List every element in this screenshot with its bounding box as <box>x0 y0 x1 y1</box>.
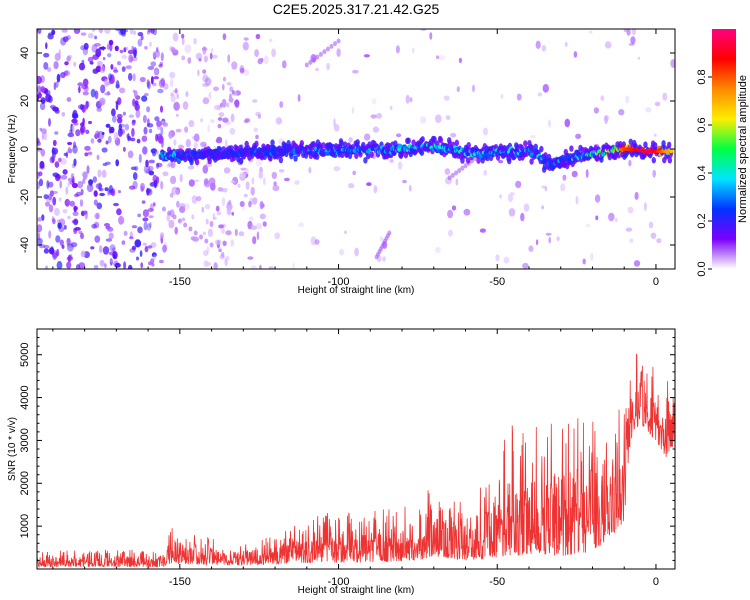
colorbar-label: Normalized spectral amplitude <box>737 75 749 223</box>
x-tick-label: 0 <box>653 276 659 288</box>
spectrogram-ridge <box>158 135 674 173</box>
y-axis-label: Frequency (Hz) <box>7 115 18 184</box>
colorbar-gradient <box>712 29 736 269</box>
colorbar-panel: 0.0 0.2 0.4 0.6 0.8 Normalized spectral ampli… <box>696 29 749 277</box>
x-axis-label: Height of straight line (km) <box>298 285 415 296</box>
figure-title: C2E5.2025.317.21.42.G25 <box>272 1 440 17</box>
x-tick-label: -150 <box>169 576 191 588</box>
x-tick-label: -50 <box>489 576 505 588</box>
x-tick-label: 0 <box>653 576 659 588</box>
y-tick-label: 3000 <box>19 428 31 452</box>
colorbar-tick-label: 0.0 <box>696 261 708 276</box>
y-tick-label: 0 <box>19 146 31 152</box>
y-tick-label: 4000 <box>19 385 31 409</box>
x-axis-label: Height of straight line (km) <box>298 585 415 596</box>
spectrogram-panel: -150 -100 -50 0 -40 -20 0 20 40 Height of straigh… <box>7 28 676 296</box>
x-tick-label: -150 <box>169 276 191 288</box>
colorbar-tick-label: 0.2 <box>696 213 708 228</box>
x-tick-label: -100 <box>328 576 350 588</box>
y-tick-label: 20 <box>19 95 31 107</box>
y-tick-label: -20 <box>19 189 31 205</box>
spectrogram-body <box>37 29 675 269</box>
x-tick-label: -100 <box>328 276 350 288</box>
colorbar-tick-label: 0.6 <box>696 117 708 132</box>
y-tick-label: 2000 <box>19 471 31 495</box>
y-axis-label: SNR (10 * v/v) <box>7 417 18 481</box>
colorbar-tick-label: 0.8 <box>696 69 708 84</box>
y-tick-label: 40 <box>19 47 31 59</box>
snr-series-line <box>37 353 675 569</box>
snr-panel: -150 -100 -50 0 1000 2000 3000 4000 5000 Height o… <box>7 328 676 596</box>
y-tick-label: 1000 <box>19 514 31 538</box>
x-tick-label: -50 <box>489 276 505 288</box>
y-tick-label: 5000 <box>19 342 31 366</box>
y-tick-label: -40 <box>19 237 31 253</box>
colorbar-tick-label: 0.4 <box>696 165 708 180</box>
